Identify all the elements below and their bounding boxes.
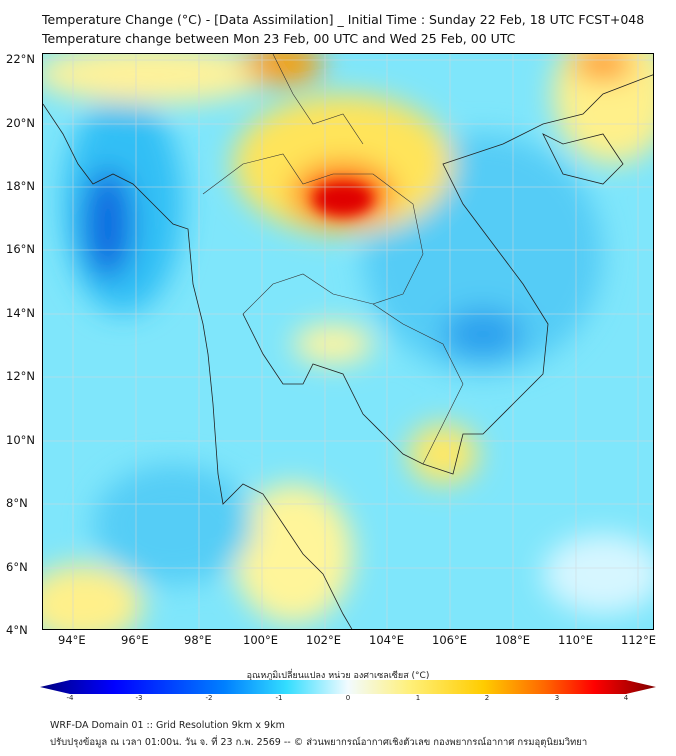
colorbar-tick: 3 [554, 694, 560, 702]
chart-title: Temperature Change (°C) - [Data Assimila… [42, 12, 645, 27]
colorbar-tick: -2 [205, 694, 213, 702]
lon-label: 106°E [432, 633, 467, 647]
colorbar-tick: -3 [135, 694, 143, 702]
lat-label: 4°N [6, 623, 28, 637]
lon-label: 108°E [495, 633, 530, 647]
temperature-change-map [42, 53, 654, 630]
coastlines [43, 74, 653, 629]
colorbar-tick: 0 [345, 694, 351, 702]
lon-label: 110°E [558, 633, 593, 647]
lon-label: 100°E [243, 633, 278, 647]
lon-label: 102°E [306, 633, 341, 647]
lat-label: 10°N [6, 433, 35, 447]
lat-label: 8°N [6, 496, 28, 510]
lon-label: 112°E [621, 633, 656, 647]
lat-label: 22°N [6, 52, 35, 66]
footer-credit: ปรับปรุงข้อมูล ณ เวลา 01:00น. วัน จ. ที่… [50, 737, 588, 748]
lon-label: 104°E [369, 633, 404, 647]
lat-label: 16°N [6, 242, 35, 256]
colorbar-tick: 4 [623, 694, 629, 702]
footer-model-info: WRF-DA Domain 01 :: Grid Resolution 9km … [50, 720, 285, 731]
field-blobs [43, 54, 653, 629]
lon-label: 96°E [121, 633, 149, 647]
lat-label: 6°N [6, 560, 28, 574]
colorbar-tick: 2 [484, 694, 490, 702]
lon-label: 94°E [58, 633, 86, 647]
colorbar-label: อุณหภูมิเปลี่ยนแปลง หน่วย องศาเซลเซียส (… [246, 671, 430, 681]
colorbar-tick: -1 [275, 694, 283, 702]
gridlines [43, 54, 653, 629]
lon-label: 98°E [184, 633, 212, 647]
lat-label: 18°N [6, 179, 35, 193]
colorbar-tick: 1 [415, 694, 421, 702]
lat-label: 14°N [6, 306, 35, 320]
colorbar-tick: -4 [66, 694, 74, 702]
lat-label: 12°N [6, 369, 35, 383]
colorbar [40, 680, 656, 694]
chart-subtitle: Temperature change between Mon 23 Feb, 0… [42, 31, 516, 46]
lat-label: 20°N [6, 116, 35, 130]
colorbar-fill [40, 680, 656, 694]
country-borders [202, 54, 464, 465]
